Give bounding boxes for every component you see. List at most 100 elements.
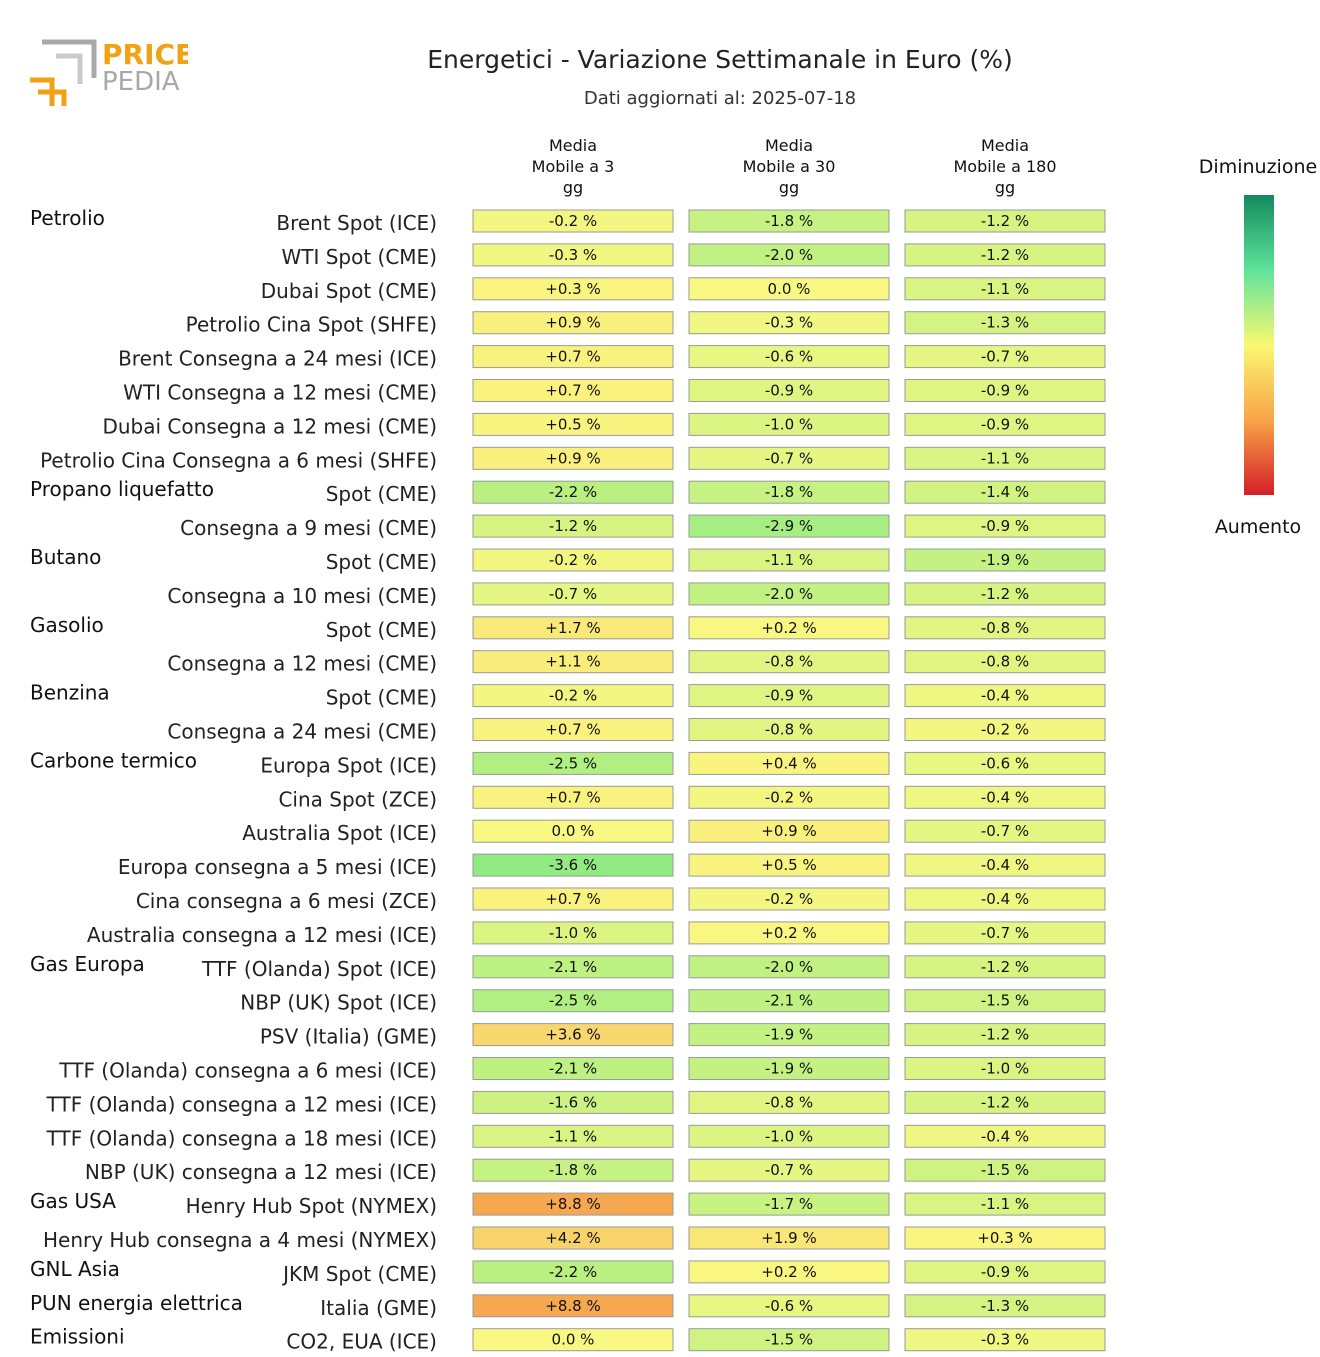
heat-cell xyxy=(472,819,674,843)
heat-cell xyxy=(472,853,674,877)
heat-cell xyxy=(472,1192,674,1216)
heat-cell xyxy=(688,243,890,267)
cell-value: -0.2 % xyxy=(765,788,813,806)
logo-text-price: PRICE xyxy=(102,38,188,71)
heat-cell xyxy=(472,887,674,911)
table-row: Australia consegna a 12 mesi (ICE) -1.0 %… xyxy=(87,921,1106,947)
heat-cell xyxy=(472,650,674,674)
cell-value: -0.3 % xyxy=(549,246,597,264)
row-label: Australia Spot (ICE) xyxy=(242,821,437,845)
heat-cell xyxy=(472,243,674,267)
heat-cell xyxy=(688,548,890,572)
table-row: Brent Consegna a 24 mesi (ICE) +0.7 % -0.6… xyxy=(118,345,1106,371)
heat-cell xyxy=(904,1192,1106,1216)
heat-cell xyxy=(688,921,890,945)
heat-cell xyxy=(472,446,674,470)
row-label: Consegna a 12 mesi (CME) xyxy=(167,652,437,676)
column-header-1-line-1: Media xyxy=(549,136,597,155)
row-label: Consegna a 10 mesi (CME) xyxy=(167,584,437,608)
heat-cell xyxy=(688,853,890,877)
heat-cell xyxy=(904,243,1106,267)
cell-value: -0.3 % xyxy=(765,314,813,332)
heat-cell xyxy=(904,819,1106,843)
table-row: Cina Spot (ZCE) +0.7 % -0.2 % -0.4 % xyxy=(278,785,1106,811)
heat-cell xyxy=(904,1328,1106,1352)
cell-value: -2.2 % xyxy=(549,483,597,501)
cell-value: -1.1 % xyxy=(981,280,1029,298)
table-row: Emissioni CO2, EUA (ICE) 0.0 % -1.5 % -0.3 % xyxy=(30,1325,1106,1354)
heat-cell xyxy=(904,277,1106,301)
cell-value: -1.2 % xyxy=(981,212,1029,230)
cell-value: -1.9 % xyxy=(765,1026,813,1044)
heat-cell xyxy=(688,480,890,504)
cell-value: -0.9 % xyxy=(765,687,813,705)
row-label: Spot (CME) xyxy=(326,550,437,574)
row-label: NBP (UK) consegna a 12 mesi (ICE) xyxy=(85,1160,437,1184)
heat-cell xyxy=(472,955,674,979)
group-label: Propano liquefatto xyxy=(30,477,214,501)
column-header-1-line-3: gg xyxy=(563,178,583,197)
row-label: Dubai Consegna a 12 mesi (CME) xyxy=(102,414,437,438)
table-row: Consegna a 24 mesi (CME) +0.7 % -0.8 % -0.2… xyxy=(167,718,1106,744)
cell-value: -0.6 % xyxy=(981,754,1029,772)
cell-value: +0.9 % xyxy=(545,449,600,467)
cell-value: +0.3 % xyxy=(545,280,600,298)
column-headers: Media Mobile a 3 gg Media Mobile a 30 gg Media… xyxy=(532,136,1057,197)
table-row: Carbone termico Europa Spot (ICE) -2.5 % +0… xyxy=(30,748,1106,777)
table-row: WTI Spot (CME) -0.3 % -2.0 % -1.2 % xyxy=(281,243,1106,269)
cell-value: -1.0 % xyxy=(981,1060,1029,1078)
heat-cell xyxy=(472,514,674,538)
heat-cell xyxy=(904,1294,1106,1318)
heat-cell xyxy=(688,412,890,436)
table-row: Dubai Spot (CME) +0.3 % 0.0 % -1.1 % xyxy=(261,277,1106,303)
chart-title: Energetici - Variazione Settimanale in E… xyxy=(427,45,1013,74)
heat-cell xyxy=(688,582,890,606)
heat-cell xyxy=(472,1294,674,1318)
cell-value: +0.2 % xyxy=(761,924,816,942)
heat-cell xyxy=(472,1057,674,1080)
cell-value: -0.6 % xyxy=(765,1297,813,1315)
cell-value: +0.4 % xyxy=(761,754,816,772)
cell-value: -1.3 % xyxy=(981,1297,1029,1315)
heat-cell xyxy=(472,1090,674,1114)
heat-cell xyxy=(472,989,674,1013)
column-header-3-line-3: gg xyxy=(995,178,1015,197)
table-row: WTI Consegna a 12 mesi (CME) +0.7 % -0.9 %… xyxy=(123,379,1106,405)
cell-value: -0.9 % xyxy=(981,382,1029,400)
row-label: PSV (Italia) (GME) xyxy=(260,1025,437,1049)
table-row: TTF (Olanda) consegna a 18 mesi (ICE) -1.… xyxy=(46,1124,1106,1150)
cell-value: -1.2 % xyxy=(981,1026,1029,1044)
cell-value: -1.5 % xyxy=(765,1331,813,1349)
cell-value: +0.9 % xyxy=(545,314,600,332)
cell-value: +0.7 % xyxy=(545,348,600,366)
cell-value: -0.2 % xyxy=(765,890,813,908)
cell-value: -0.9 % xyxy=(765,382,813,400)
cell-value: -1.2 % xyxy=(981,1093,1029,1111)
table-row: Benzina Spot (CME) -0.2 % -0.9 % -0.4 % xyxy=(30,681,1106,710)
chart-subtitle: Dati aggiornati al: 2025-07-18 xyxy=(584,88,856,109)
cell-value: +8.8 % xyxy=(545,1297,600,1315)
cell-value: -0.9 % xyxy=(981,517,1029,535)
table-row: NBP (UK) consegna a 12 mesi (ICE) -1.8 % -… xyxy=(85,1158,1106,1184)
heat-cell xyxy=(904,1124,1106,1148)
heat-cell xyxy=(904,989,1106,1013)
row-label: CO2, EUA (ICE) xyxy=(286,1330,437,1354)
heat-cell xyxy=(472,684,674,708)
heat-cell xyxy=(472,209,674,233)
heat-cell xyxy=(688,1057,890,1080)
cell-value: +0.5 % xyxy=(545,415,600,433)
heat-cell xyxy=(904,345,1106,369)
table-row: GNL Asia JKM Spot (CME) -2.2 % +0.2 % -0.9 % xyxy=(30,1257,1106,1286)
heat-cell xyxy=(688,1023,890,1047)
cell-value: -1.8 % xyxy=(549,1161,597,1179)
column-header-1-line-2: Mobile a 3 xyxy=(532,157,615,176)
row-label: Dubai Spot (CME) xyxy=(261,279,437,303)
cell-value: -1.3 % xyxy=(981,314,1029,332)
cell-value: -1.0 % xyxy=(549,924,597,942)
heat-cell xyxy=(688,1158,890,1182)
table-row: Gas USA Henry Hub Spot (NYMEX) +8.8 % -1.7 … xyxy=(30,1189,1106,1218)
cell-value: +0.7 % xyxy=(545,721,600,739)
cell-value: -0.8 % xyxy=(765,1093,813,1111)
cell-value: +0.2 % xyxy=(761,1263,816,1281)
